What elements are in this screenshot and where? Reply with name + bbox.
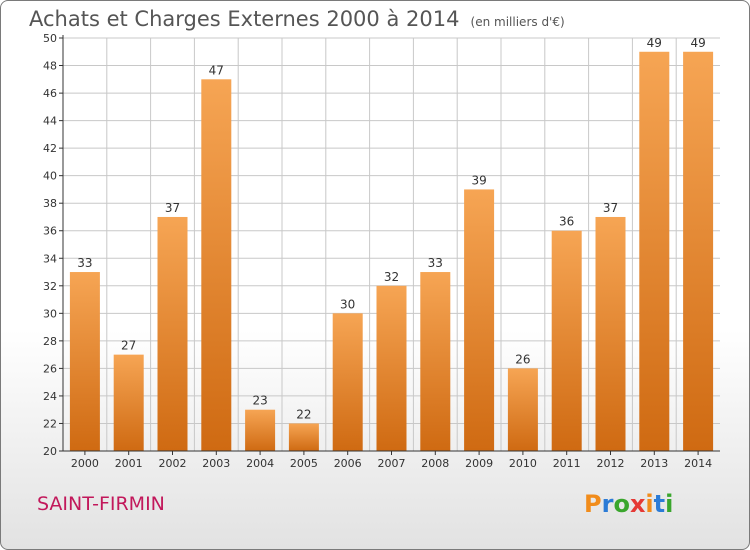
logo-letter: i (665, 490, 674, 518)
chart-unit: (en milliers d'€) (470, 15, 565, 29)
bar-2014 (683, 51, 714, 452)
data-label: 49 (690, 36, 705, 50)
chart-title-block: Achats et Charges Externes 2000 à 2014 (… (29, 7, 565, 31)
data-label: 49 (647, 36, 662, 50)
x-tick-label: 2013 (640, 457, 668, 470)
bar-2004 (245, 409, 276, 451)
bar-2012 (595, 216, 626, 451)
y-tick-label: 50 (43, 32, 57, 45)
y-tick-label: 28 (43, 335, 57, 348)
y-tick-label: 36 (43, 225, 57, 238)
x-tick-label: 2008 (421, 457, 449, 470)
bar-2008 (420, 272, 451, 451)
bar-2001 (113, 354, 144, 451)
y-tick-label: 30 (43, 307, 57, 320)
y-tick-label: 20 (43, 445, 57, 458)
bar-2010 (507, 368, 538, 451)
bar-2002 (157, 216, 188, 451)
y-tick-label: 42 (43, 142, 57, 155)
logo-letter: r (601, 490, 614, 518)
data-label: 26 (515, 352, 530, 366)
chart-title: Achats et Charges Externes 2000 à 2014 (29, 7, 460, 31)
data-label: 47 (209, 63, 224, 77)
x-tick-label: 2005 (290, 457, 318, 470)
bar-2007 (376, 285, 407, 451)
x-tick-label: 2009 (465, 457, 493, 470)
proxiti-logo: Proxiti (584, 490, 673, 518)
bars (69, 51, 714, 452)
logo-letter: i (645, 490, 654, 518)
y-tick-label: 32 (43, 280, 57, 293)
x-tick-label: 2012 (597, 457, 625, 470)
x-tick-label: 2006 (334, 457, 362, 470)
data-label: 27 (121, 339, 136, 353)
y-tick-label: 38 (43, 197, 57, 210)
data-label: 30 (340, 297, 355, 311)
y-tick-label: 22 (43, 417, 57, 430)
bar-2003 (201, 79, 232, 452)
data-label: 37 (603, 201, 618, 215)
axes: 20 22 24 26 28 30 32 34 36 38 40 42 44 46 48 50 2000 2001… (43, 32, 720, 470)
logo-letter: t (653, 490, 666, 518)
x-tick-label: 2011 (553, 457, 581, 470)
x-tick-label: 2007 (378, 457, 406, 470)
x-tick-label: 2014 (684, 457, 712, 470)
region-name: SAINT-FIRMIN (37, 493, 165, 515)
bar-2013 (639, 51, 670, 452)
data-label: 33 (77, 256, 92, 270)
logo-letter: P (584, 490, 602, 518)
data-labels: 33 27 37 47 23 22 30 32 33 39 26 36 37 49 49 (77, 36, 705, 422)
bar-2009 (464, 189, 495, 451)
data-label: 23 (252, 394, 267, 408)
y-tick-label: 34 (43, 252, 57, 265)
data-label: 39 (471, 173, 486, 187)
x-tick-label: 2000 (71, 457, 99, 470)
y-tick-label: 44 (43, 115, 57, 128)
x-tick-label: 2003 (202, 457, 230, 470)
data-label: 22 (296, 407, 311, 421)
bar-2011 (551, 230, 582, 451)
y-tick-label: 24 (43, 390, 57, 403)
x-tick-label: 2001 (115, 457, 143, 470)
data-label: 33 (428, 256, 443, 270)
y-tick-label: 48 (43, 60, 57, 73)
logo-letter: o (613, 490, 630, 518)
data-label: 36 (559, 215, 574, 229)
x-tick-label: 2004 (246, 457, 274, 470)
data-label: 37 (165, 201, 180, 215)
x-tick-label: 2010 (509, 457, 537, 470)
logo-letter: x (629, 490, 646, 518)
bar-2000 (69, 272, 100, 451)
data-label: 32 (384, 270, 399, 284)
y-tick-label: 40 (43, 170, 57, 183)
y-tick-label: 46 (43, 87, 57, 100)
bar-2005 (288, 423, 319, 451)
bar-2006 (332, 313, 363, 451)
x-tick-label: 2002 (159, 457, 187, 470)
y-tick-label: 26 (43, 362, 57, 375)
